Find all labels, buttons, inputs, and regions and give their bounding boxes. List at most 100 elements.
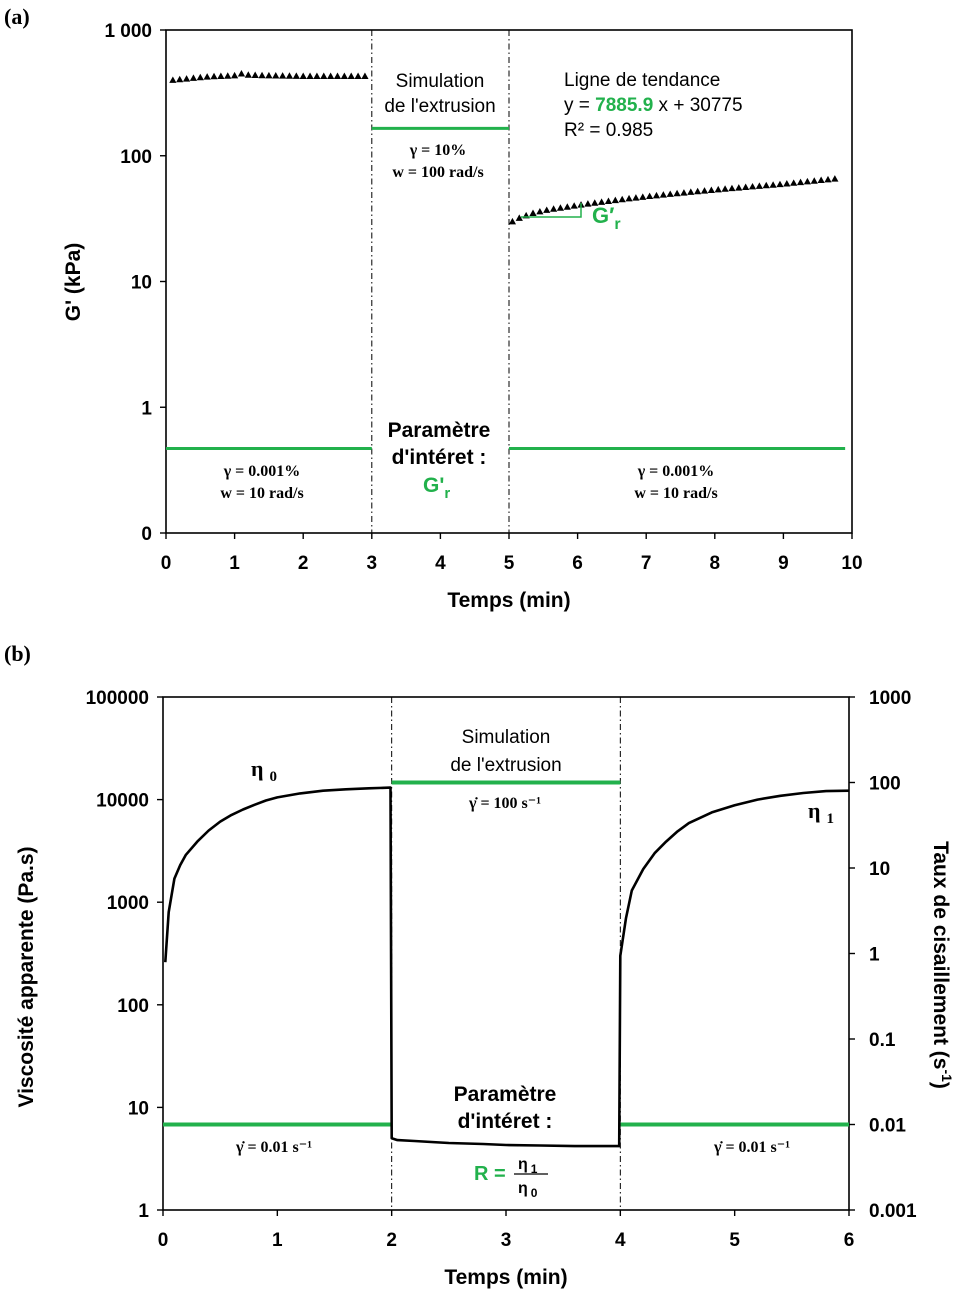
x-tick-label: 3 (501, 1230, 512, 1251)
data-point (646, 192, 654, 200)
r-den-sub: 0 (531, 1186, 538, 1200)
chart-a-slope-bracket (521, 203, 582, 218)
x-tick-label: 3 (367, 553, 378, 574)
chart-b-curve (164, 786, 850, 1148)
chart-a-phase-levels (166, 126, 846, 450)
data-point (231, 71, 239, 79)
data-point (598, 198, 606, 205)
y-tick-label: 1 (141, 398, 152, 419)
x-tick-label: 2 (386, 1230, 397, 1251)
data-point (327, 72, 335, 79)
data-point (189, 74, 198, 81)
chart-a-trend-title: Ligne de tendance (564, 70, 720, 91)
data-point (543, 206, 551, 213)
y2-tick-label: 0.1 (869, 1030, 896, 1051)
data-point (285, 72, 294, 79)
data-point (666, 190, 674, 197)
y2-tick-label: 1000 (869, 688, 911, 709)
chart-b-sim-rate: γ̇ = 100 s⁻¹ (468, 795, 541, 812)
data-point (320, 72, 328, 79)
chart-b-y2-axis-title: Taux de cisaillement (s-1) (929, 841, 955, 1089)
chart-a-left-w: w = 10 rad/s (220, 485, 303, 502)
y-tick-label: 10000 (96, 791, 149, 812)
data-point (625, 194, 633, 202)
y2-tick-label: 10 (869, 859, 890, 880)
data-point (536, 207, 544, 215)
y2-tick-label: 0.001 (869, 1201, 917, 1222)
panel-a-label: (a) (4, 4, 30, 29)
x-tick-label: 0 (158, 1230, 169, 1251)
chart-b-sim-line2: de l'extrusion (450, 755, 561, 776)
data-point (803, 177, 812, 185)
data-point (776, 180, 784, 188)
data-point (570, 202, 578, 209)
chart-a-y-axis-title: G' (kPa) (62, 243, 85, 322)
data-point (591, 199, 599, 206)
chart-b-y-axis-title: Viscosité apparente (Pa.s) (15, 846, 38, 1107)
eta1-main: η (808, 798, 821, 823)
chart-a-right-gamma: γ = 0.001% (637, 463, 715, 480)
data-point (224, 72, 232, 79)
r-den-main: η (518, 1180, 528, 1197)
data-point (769, 181, 777, 188)
data-point (347, 72, 355, 79)
data-point (604, 197, 613, 204)
data-point (549, 205, 558, 212)
eta0-sub: 0 (270, 769, 278, 785)
data-point (707, 186, 715, 193)
y2-tick-label: 1 (869, 945, 880, 966)
chart-a-points (169, 70, 839, 225)
x-tick-label: 2 (298, 553, 309, 574)
chart-b-param-line2: d'intéret : (458, 1110, 553, 1133)
data-point (251, 71, 259, 78)
chart-b-param-line1: Paramètre (454, 1083, 557, 1106)
param-value-sub: r (444, 485, 450, 502)
chart-b-phase-levels (163, 780, 849, 1127)
x-tick-label: 5 (504, 553, 515, 574)
data-point (515, 214, 523, 221)
data-point (728, 184, 736, 192)
y-tick-label: 10 (131, 273, 152, 294)
x-tick-label: 7 (641, 553, 652, 574)
chart-a-gr-label: G′r (592, 203, 621, 233)
data-point (687, 188, 695, 195)
data-point (265, 71, 273, 79)
data-point (313, 72, 321, 79)
data-point (639, 193, 647, 200)
data-point (196, 73, 204, 81)
x-tick-label: 0 (161, 553, 172, 574)
data-point (632, 194, 640, 201)
data-point (817, 176, 825, 184)
gr-label-sub: r (614, 216, 620, 233)
data-point (182, 75, 191, 82)
r-num-sub: 1 (531, 1162, 538, 1176)
data-point (244, 71, 252, 78)
data-point (279, 72, 287, 79)
y-tick-label: 10 (128, 1098, 149, 1119)
y-tick-label: 100 (120, 147, 152, 168)
trend-slope: 7885.9 (595, 95, 653, 116)
x-tick-label: 1 (272, 1230, 283, 1251)
data-point (217, 72, 225, 79)
eta0-main: η (251, 756, 264, 781)
data-point (584, 200, 592, 207)
chart-a-sim-line2: de l'extrusion (384, 96, 495, 117)
y2-tick-label: 0.01 (869, 1116, 906, 1137)
x-tick-label: 6 (844, 1230, 855, 1251)
data-point (299, 72, 307, 79)
data-point (783, 180, 791, 187)
chart-b-x-axis-title: Temps (min) (444, 1266, 567, 1289)
y-tick-label: 100000 (86, 688, 149, 709)
chart-a-sim-gamma: γ = 10% (409, 142, 467, 159)
data-point (680, 189, 688, 196)
data-point (659, 191, 667, 198)
chart-b: (b) 0 1 2 3 4 5 61101001000100001000000.0010.0… (4, 641, 955, 1289)
data-point (508, 217, 517, 225)
data-point (810, 177, 818, 184)
data-point (831, 175, 839, 182)
y-tick-label: 100 (117, 996, 149, 1017)
